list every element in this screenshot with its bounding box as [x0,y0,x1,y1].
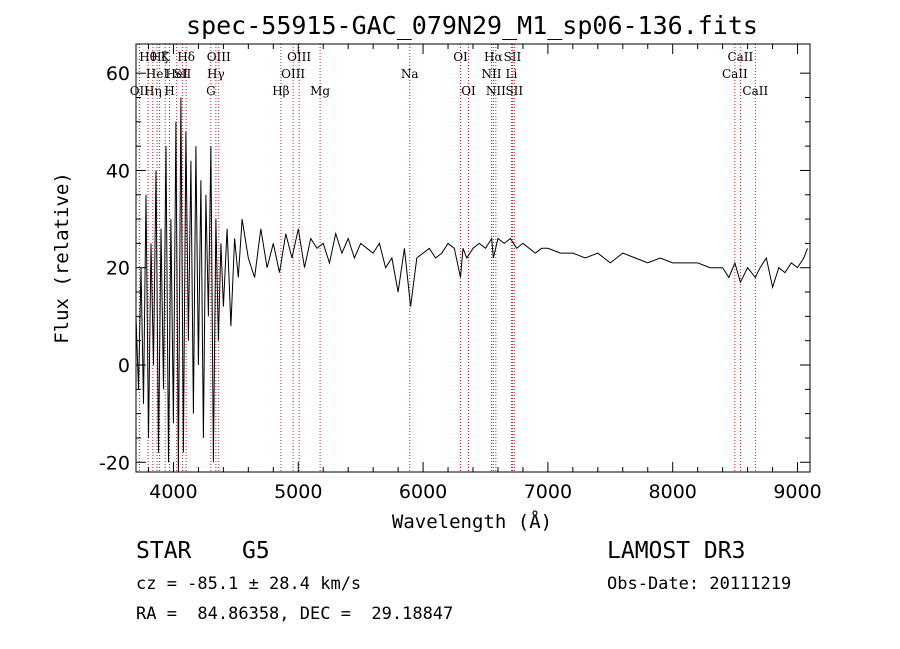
spectral-line-label: SII [505,84,523,98]
x-tick-label: 7000 [524,481,572,503]
object-subclass: G5 [242,538,270,564]
spectral-line-label: Mg [310,84,330,98]
spectral-line-label: Hη [144,84,162,98]
spectral-line-label: Hδ [177,50,195,64]
spectral-line-label: SII [174,67,192,81]
y-tick-label: 0 [118,355,130,377]
observation-date: Obs-Date: 20111219 [607,574,792,594]
spectral-line-label: OI [461,84,476,98]
data-layer [135,97,808,473]
x-tick-label: 9000 [773,481,821,503]
x-tick-label: 8000 [649,481,697,503]
spectral-line-label: CaII [722,67,748,81]
spectral-line-label: H [164,84,174,98]
object-class: STAR [136,538,192,564]
redshift-velocity: cz = -85.1 ± 28.4 km/s [136,574,362,594]
y-tick-label: -20 [99,452,130,474]
coordinates: RA = 84.86358, DEC = 29.18847 [136,604,454,624]
spectral-line-label: NII [486,84,506,98]
spectral-line-label: Li [506,67,518,81]
y-tick-label: 40 [106,160,130,182]
spectral-line-label: G [206,84,216,98]
spectral-line-label: Hζ [151,50,168,64]
spectral-line-label: CaII [742,84,768,98]
spectral-line-label: Hβ [272,84,289,98]
spectral-line-label: NII [481,67,501,81]
spectral-line-label: SII [504,50,522,64]
chart-title: spec-55915-GAC_079N29_M1_sp06-136.fits [186,11,758,40]
y-axis-label: Flux (relative) [51,172,73,344]
survey-name: LAMOST DR3 [607,538,746,564]
spectral-line-label: Hγ [207,67,225,81]
spectral-line-label: OIII [281,67,305,81]
spectral-line-label: OIII [207,50,231,64]
spectral-line-label: HeI [146,67,169,81]
series-line [135,97,808,473]
y-tick-label: 60 [106,63,130,85]
plot-frame [135,43,811,473]
spectral-line-label: OI [453,50,468,64]
x-tick-label: 5000 [274,481,322,503]
spectral-line-label: Hα [484,50,503,64]
spectral-line-label: OII [130,84,150,98]
spectral-line-label: Na [401,67,419,81]
axes: 4000 5000 6000 7000 8000 9000 -20 0 20 40 60 [99,44,822,503]
spectral-line-label: K [161,50,171,64]
spectral-line-label: CaII [727,50,753,64]
x-tick-label: 6000 [399,481,447,503]
x-axis-label: Wavelength (Å) [392,510,552,533]
x-tick-label: 4000 [149,481,197,503]
y-tick-label: 20 [106,258,130,280]
spectral-line-label: OIII [287,50,311,64]
